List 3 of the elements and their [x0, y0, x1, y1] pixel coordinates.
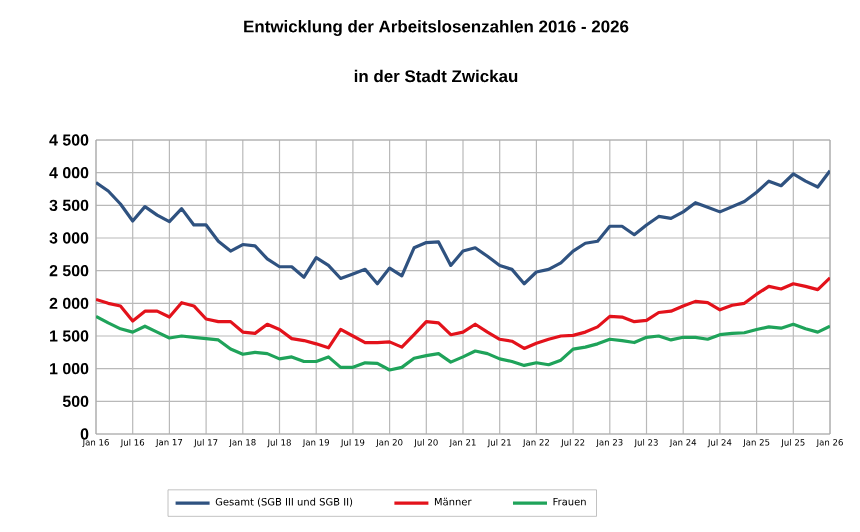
line-series [96, 276, 831, 351]
chart-title: Entwicklung der Arbeitslosenzahlen 2016 - 2026 [244, 20, 629, 36]
chart-subtitle: in der Stadt Zwickau [354, 69, 518, 83]
